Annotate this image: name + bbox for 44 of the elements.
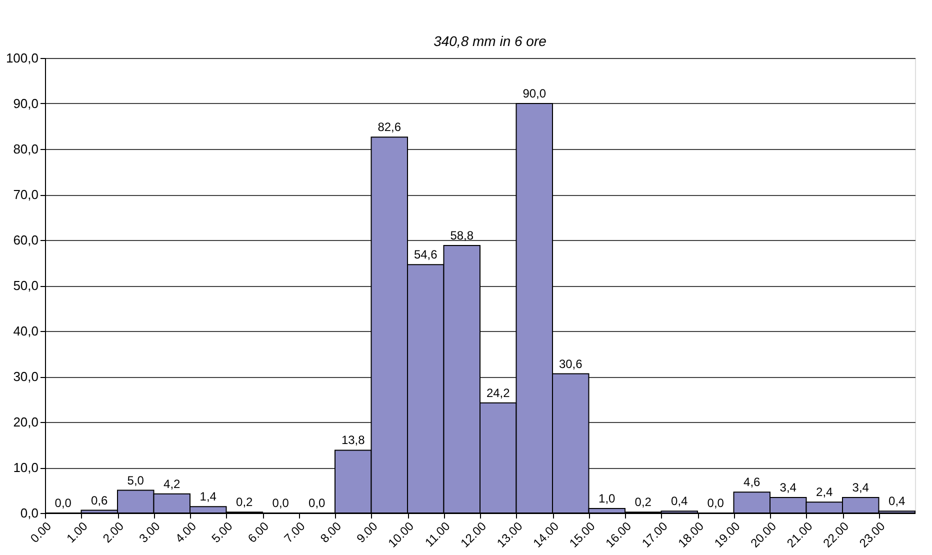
data-label: 58,8 (450, 228, 474, 242)
data-label: 24,2 (486, 386, 510, 400)
y-tick-label: 0,0 (20, 506, 38, 520)
y-tick-label: 30,0 (13, 369, 38, 384)
data-label: 0,0 (308, 496, 326, 510)
x-tick-label: 7.00 (281, 518, 308, 546)
data-label: 0,4 (888, 494, 906, 508)
x-tick-label: 6.00 (245, 518, 272, 546)
data-label: 30,6 (558, 356, 583, 371)
data-label: 82,6 (378, 120, 402, 134)
y-tick-label: 60,0 (13, 232, 38, 248)
x-tick-label: 9.00 (354, 518, 380, 546)
text: 340,8 mm in 6 ore (434, 33, 547, 49)
y-tick-label: 40,0 (13, 324, 38, 338)
y-tick-label: 80,0 (13, 142, 38, 156)
y-tick-label: 70,0 (13, 187, 38, 202)
data-label: 0,0 (54, 496, 72, 510)
y-tick-label: 100,0 (6, 50, 38, 66)
data-label: 1,0 (598, 491, 616, 506)
y-tick-label: 10,0 (13, 460, 38, 475)
data-label: 2,4 (816, 485, 834, 500)
data-label: 90,0 (522, 86, 546, 100)
y-tick-label: 90,0 (13, 96, 38, 111)
data-label: 0,2 (634, 495, 652, 510)
data-label: 1,4 (200, 490, 217, 504)
data-label: 13,8 (341, 433, 366, 448)
x-tick-label: 0.00 (28, 518, 54, 546)
data-label: 0,0 (707, 496, 724, 510)
data-label: 4,2 (164, 476, 181, 491)
y-tick-label: 50,0 (13, 278, 38, 293)
x-tick-label: 8.00 (318, 518, 344, 546)
data-label: 0,2 (236, 495, 254, 510)
data-label: 4,6 (744, 475, 761, 490)
data-label: 54,6 (414, 248, 438, 262)
data-label: 3,4 (852, 480, 870, 495)
x-tick-label: 4.00 (172, 518, 200, 546)
data-label: 3,4 (780, 480, 797, 495)
data-label: 0,6 (91, 493, 108, 508)
x-tick-label: 5.00 (208, 518, 236, 546)
y-tick-label: 20,0 (13, 414, 38, 430)
data-label: 0,4 (671, 494, 688, 508)
data-label: 5,0 (127, 473, 144, 488)
x-tick-label: 3.00 (136, 518, 163, 546)
data-label: 0,0 (272, 496, 290, 510)
